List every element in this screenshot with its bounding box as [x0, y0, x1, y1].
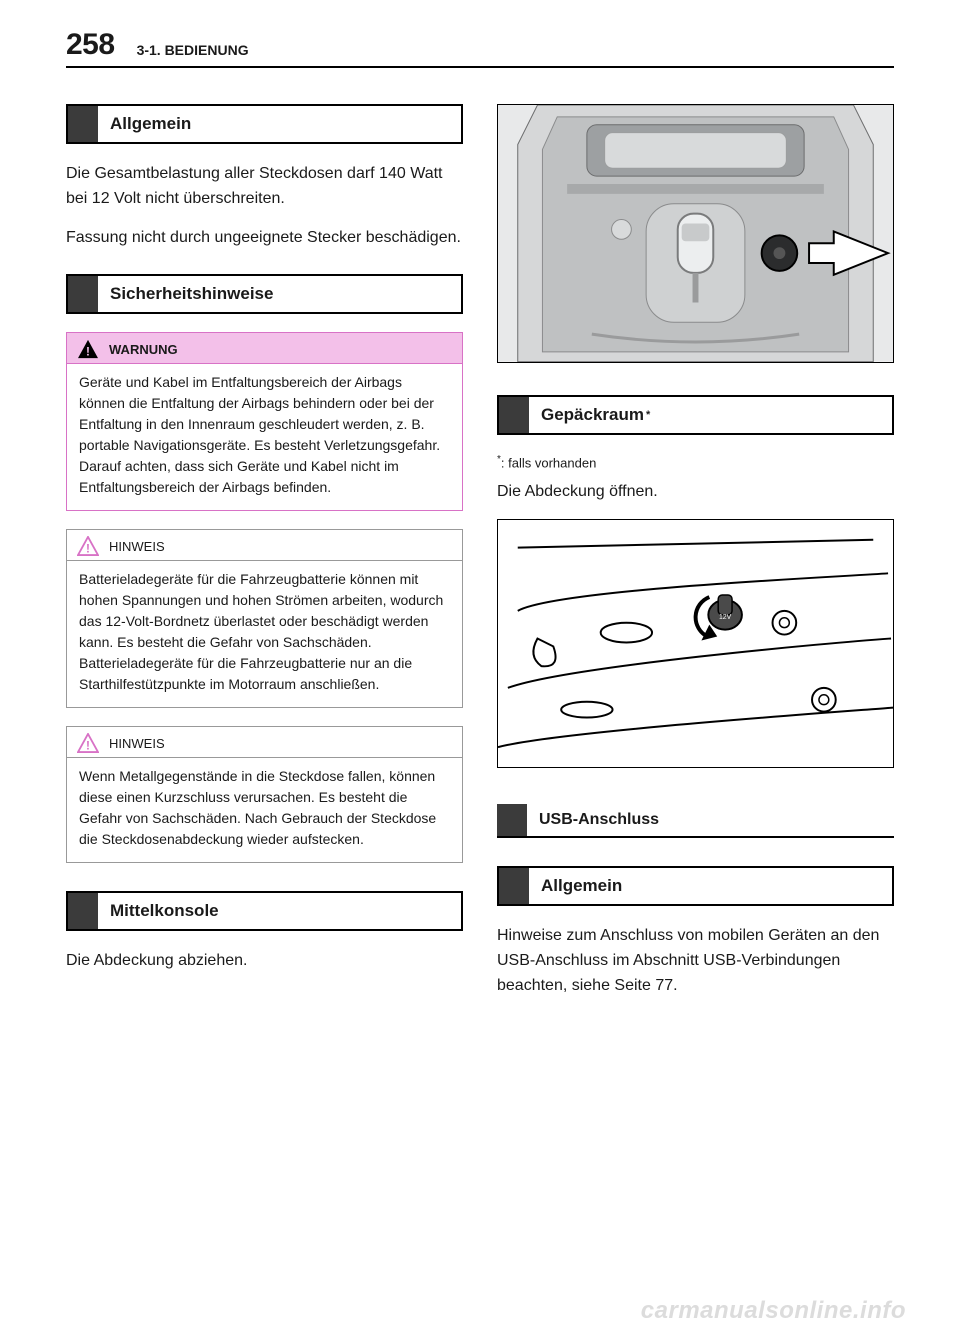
- paragraph: Die Gesamtbelastung aller Steckdosen dar…: [66, 162, 463, 212]
- notice-body: Wenn Metallgegenstände in die Steckdose …: [67, 758, 462, 862]
- heading-allgemein-right: Allgemein: [497, 866, 894, 906]
- heading-tab: [499, 397, 529, 433]
- heading-label: Allgemein: [529, 868, 622, 904]
- notice-triangle-icon: !: [77, 536, 99, 556]
- heading-label: Allgemein: [98, 106, 191, 142]
- paragraph: Die Abdeckung öffnen.: [497, 480, 894, 505]
- page-header: 258 3-1. BEDIENUNG: [66, 28, 894, 68]
- figure-trunk-socket: 12V: [497, 519, 894, 768]
- svg-text:!: !: [86, 345, 90, 359]
- paragraph: Die Abdeckung abziehen.: [66, 949, 463, 974]
- svg-text:12V: 12V: [719, 614, 732, 621]
- heading-tab: [68, 893, 98, 929]
- heading-label: Gepäckraum*: [529, 397, 650, 433]
- page: 258 3-1. BEDIENUNG Allgemein Die Gesamtb…: [0, 0, 960, 1343]
- svg-text:!: !: [86, 542, 90, 556]
- footnote-text: : falls vorhanden: [501, 455, 596, 470]
- svg-text:!: !: [86, 739, 90, 753]
- heading-label: Sicherheitshinweise: [98, 276, 273, 312]
- heading-mittelkonsole: Mittelkonsole: [66, 891, 463, 931]
- left-column: Allgemein Die Gesamtbelastung aller Stec…: [66, 94, 463, 1012]
- footnote: *: falls vorhanden: [497, 453, 894, 473]
- notice-header: ! HINWEIS: [67, 530, 462, 561]
- figure-center-console: [497, 104, 894, 363]
- warning-header: ! WARNUNG: [67, 333, 462, 364]
- heading-sup: *: [646, 409, 650, 421]
- heading-gepackraum: Gepäckraum*: [497, 395, 894, 435]
- page-number: 258: [66, 28, 115, 62]
- heading-usb: USB-Anschluss: [497, 804, 894, 838]
- notice-box: ! HINWEIS Batterieladegeräte für die Fah…: [66, 529, 463, 708]
- heading-tab: [497, 804, 527, 836]
- warning-body: Geräte und Kabel im Entfaltungsbereich d…: [67, 364, 462, 510]
- heading-sicherheit: Sicherheitshinweise: [66, 274, 463, 314]
- watermark: carmanualsonline.info: [641, 1297, 906, 1325]
- notice-title: HINWEIS: [109, 539, 165, 554]
- notice-title: HINWEIS: [109, 736, 165, 751]
- heading-allgemein: Allgemein: [66, 104, 463, 144]
- heading-label: Mittelkonsole: [98, 893, 219, 929]
- paragraph: Fassung nicht durch ungeeignete Stecker …: [66, 226, 463, 251]
- warning-box: ! WARNUNG Geräte und Kabel im Entfaltung…: [66, 332, 463, 511]
- warning-title: WARNUNG: [109, 342, 178, 357]
- notice-header: ! HINWEIS: [67, 727, 462, 758]
- heading-tab: [499, 868, 529, 904]
- heading-label: USB-Anschluss: [527, 804, 659, 836]
- paragraph: Hinweise zum Anschluss von mobilen Gerät…: [497, 924, 894, 998]
- notice-box: ! HINWEIS Wenn Metallgegenstände in die …: [66, 726, 463, 863]
- notice-body: Batterieladegeräte für die Fahrzeugbatte…: [67, 561, 462, 707]
- heading-tab: [68, 106, 98, 142]
- notice-triangle-icon: !: [77, 733, 99, 753]
- chapter-label: 3-1. BEDIENUNG: [137, 42, 249, 62]
- heading-tab: [68, 276, 98, 312]
- columns: Allgemein Die Gesamtbelastung aller Stec…: [66, 94, 894, 1012]
- right-column: Gepäckraum* *: falls vorhanden Die Abdec…: [497, 94, 894, 1012]
- warning-triangle-icon: !: [77, 339, 99, 359]
- heading-text: Gepäckraum: [541, 405, 644, 425]
